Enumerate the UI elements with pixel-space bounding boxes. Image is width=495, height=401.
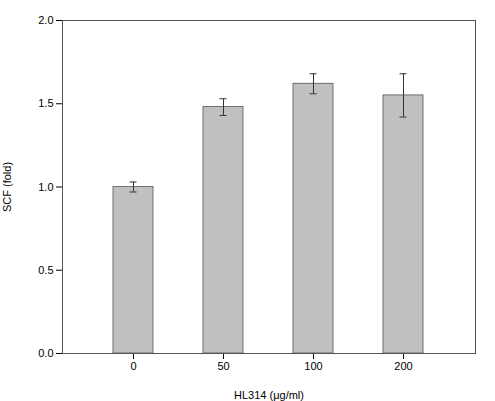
svg-text:0.5: 0.5 <box>38 264 53 276</box>
svg-text:HL314 (μg/ml): HL314 (μg/ml) <box>234 389 304 401</box>
svg-text:50: 50 <box>217 360 229 372</box>
svg-text:200: 200 <box>394 360 412 372</box>
svg-text:0.0: 0.0 <box>38 347 53 359</box>
svg-text:1.5: 1.5 <box>38 97 53 109</box>
svg-text:1.0: 1.0 <box>38 181 53 193</box>
svg-text:0: 0 <box>130 360 136 372</box>
svg-text:100: 100 <box>304 360 322 372</box>
svg-text:SCF (fold): SCF (fold) <box>1 162 13 212</box>
svg-text:2.0: 2.0 <box>38 14 53 26</box>
